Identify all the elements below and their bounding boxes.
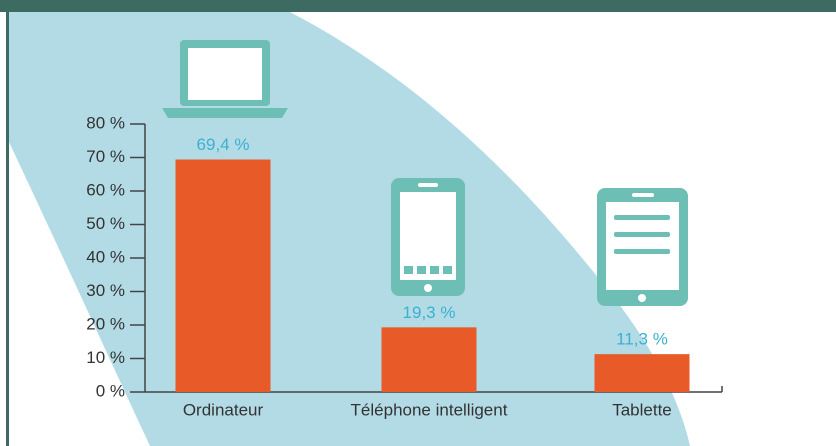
x-tick-label: Tablette: [612, 400, 672, 419]
y-tick-label: 40 %: [86, 247, 125, 266]
top-band: [0, 0, 836, 12]
value-label: 11,3 %: [616, 330, 668, 349]
tablet-icon: [597, 188, 688, 306]
bar: [594, 354, 690, 392]
y-tick-label: 50 %: [86, 214, 125, 233]
y-tick-label: 80 %: [86, 113, 125, 132]
bar: [175, 159, 271, 392]
y-tick-label: 70 %: [86, 147, 125, 166]
y-tick-label: 30 %: [86, 281, 125, 300]
y-tick-label: 60 %: [86, 180, 125, 199]
x-tick-label: Ordinateur: [183, 400, 264, 419]
left-border: [6, 0, 9, 446]
laptop-icon: [162, 40, 288, 118]
value-label: 19,3 %: [403, 303, 456, 322]
y-tick-label: 0 %: [96, 381, 125, 400]
phone-icon: [391, 178, 465, 296]
x-tick-label: Téléphone intelligent: [351, 400, 508, 419]
value-label: 69,4 %: [197, 135, 250, 154]
y-tick-label: 20 %: [86, 314, 125, 333]
bar: [381, 327, 477, 392]
y-tick-label: 10 %: [86, 348, 125, 367]
